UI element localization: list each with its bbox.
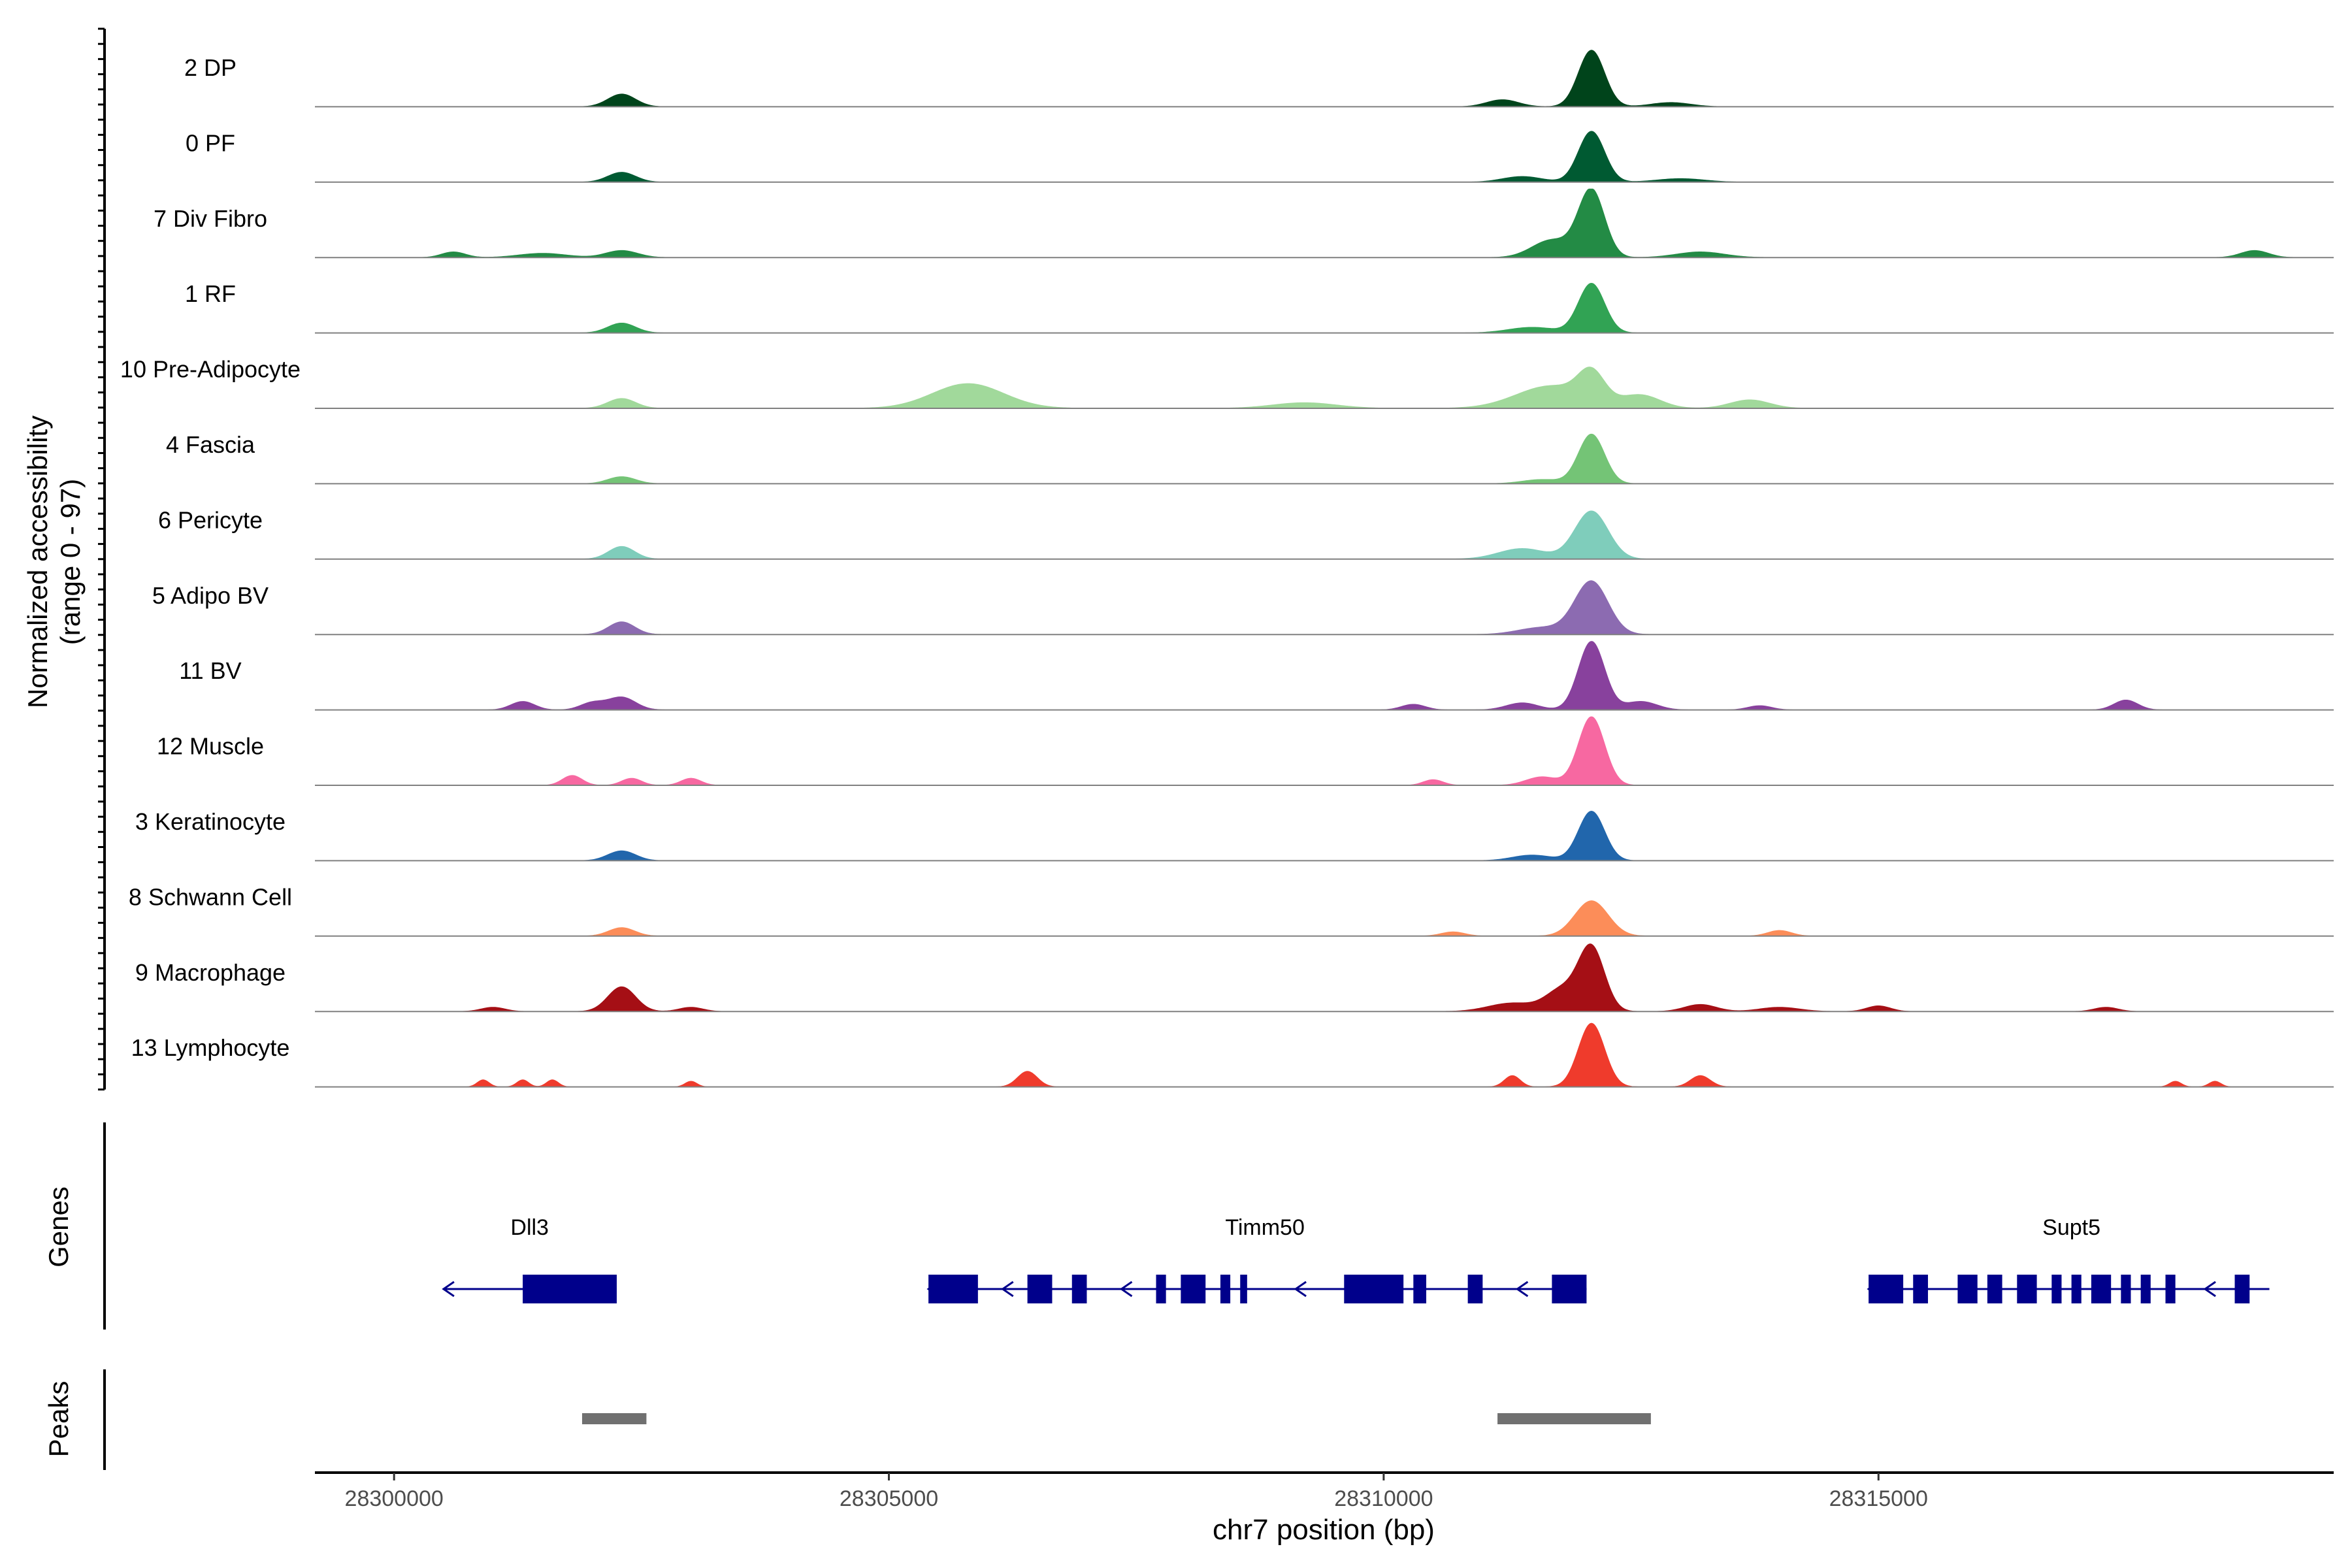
coverage-area xyxy=(315,716,2334,786)
track-label: 1 RF xyxy=(185,280,236,307)
track-1: 2 DP xyxy=(184,50,2334,108)
exon xyxy=(1181,1275,1206,1303)
y-axis-title: Normalized accessibility (range 0 - 97) xyxy=(22,416,86,708)
strand-arrow xyxy=(1515,1281,1529,1298)
peak-region xyxy=(581,1413,647,1424)
track-label: 10 Pre-Adipocyte xyxy=(120,356,301,383)
track-2: 0 PF xyxy=(186,129,2334,183)
coverage-area xyxy=(315,943,2334,1012)
coverage-area xyxy=(315,50,2334,107)
exon xyxy=(1869,1275,1904,1303)
exon xyxy=(2234,1275,2250,1303)
coverage-area xyxy=(315,811,2334,861)
track-3: 7 Div Fibro xyxy=(154,188,2334,259)
exon xyxy=(1913,1275,1928,1303)
track-label: 12 Muscle xyxy=(157,733,264,760)
track-label: 2 DP xyxy=(184,54,237,81)
exon xyxy=(1027,1275,1053,1303)
gene-timm50: Timm50 xyxy=(926,1215,1587,1303)
x-axis-label: chr7 position (bp) xyxy=(1213,1514,1435,1546)
track-label: 7 Div Fibro xyxy=(154,205,267,232)
exon xyxy=(1220,1275,1231,1303)
exon xyxy=(1957,1275,1978,1303)
coverage-area xyxy=(315,367,2334,409)
x-tick-label: 28315000 xyxy=(1829,1486,1928,1511)
coverage-area xyxy=(315,580,2334,635)
exon xyxy=(2091,1275,2112,1303)
strand-arrow xyxy=(2203,1281,2216,1298)
track-label: 11 BV xyxy=(179,657,241,684)
track-label: 4 Fascia xyxy=(166,431,255,458)
exon xyxy=(928,1275,978,1303)
coverage-area xyxy=(315,282,2334,334)
track-label: 3 Keratinocyte xyxy=(135,808,286,835)
exon xyxy=(1240,1275,1247,1303)
peak-regions xyxy=(581,1413,1651,1424)
gene-label: Timm50 xyxy=(1225,1215,1305,1240)
track-5: 10 Pre-Adipocyte xyxy=(120,356,2334,409)
track-4: 1 RF xyxy=(185,280,2334,334)
gene-label: Supt5 xyxy=(2042,1215,2100,1240)
y-axis-label: Normalized accessibility xyxy=(22,416,53,708)
coverage-area xyxy=(315,1022,2334,1088)
track-label: 13 Lymphocyte xyxy=(131,1034,290,1061)
exon xyxy=(1156,1275,1166,1303)
track-9: 11 BV xyxy=(179,641,2334,711)
exon xyxy=(2121,1275,2131,1303)
track-14: 13 Lymphocyte xyxy=(131,1022,2334,1088)
strand-arrow xyxy=(1119,1281,1133,1298)
coverage-area xyxy=(315,188,2334,258)
coverage-area xyxy=(315,131,2334,183)
coverage-tracks: 2 DP 0 PF 7 Div Fibro 1 RF 10 Pre-Adipocyte 4… xyxy=(120,50,2334,1088)
gene-supt5: Supt5 xyxy=(1867,1215,2270,1303)
x-axis-ticks: 28300000 28305000 28310000 28315000 xyxy=(345,1473,1928,1511)
exon xyxy=(1071,1275,1087,1303)
gene-annotations: Dll3 Timm50 Supt5 xyxy=(442,1215,2270,1303)
coverage-area xyxy=(315,510,2334,560)
exon xyxy=(1552,1275,1587,1303)
strand-arrow xyxy=(1001,1281,1014,1298)
exon xyxy=(2140,1275,2151,1303)
gene-dll3: Dll3 xyxy=(442,1215,617,1303)
coverage-area xyxy=(315,641,2334,711)
coverage-area xyxy=(315,900,2334,937)
coverage-y-axis xyxy=(98,27,106,1091)
exon xyxy=(1987,1275,2002,1303)
exon xyxy=(2017,1275,2037,1303)
x-tick-label: 28305000 xyxy=(840,1486,938,1511)
track-13: 9 Macrophage xyxy=(135,943,2334,1013)
exon xyxy=(1344,1275,1404,1303)
strand-arrow xyxy=(1294,1281,1307,1298)
exon xyxy=(1467,1275,1483,1303)
y-axis-sublabel: (range 0 - 97) xyxy=(55,479,86,645)
track-6: 4 Fascia xyxy=(166,431,2334,485)
strand-arrow xyxy=(442,1281,455,1298)
track-8: 5 Adipo BV xyxy=(152,580,2334,636)
track-11: 3 Keratinocyte xyxy=(135,808,2334,862)
genes-panel-label: Genes xyxy=(43,1186,74,1267)
exon xyxy=(2071,1275,2082,1303)
exon xyxy=(523,1275,617,1303)
coverage-area xyxy=(315,433,2334,484)
exon xyxy=(2051,1275,2062,1303)
x-tick-label: 28300000 xyxy=(345,1486,444,1511)
track-7: 6 Pericyte xyxy=(158,506,2334,560)
track-12: 8 Schwann Cell xyxy=(129,883,2334,937)
track-label: 0 PF xyxy=(186,129,235,156)
gene-label: Dll3 xyxy=(510,1215,549,1240)
x-tick-label: 28310000 xyxy=(1334,1486,1433,1511)
track-label: 9 Macrophage xyxy=(135,959,286,986)
track-label: 6 Pericyte xyxy=(158,506,263,533)
exon xyxy=(1413,1275,1427,1303)
track-label: 5 Adipo BV xyxy=(152,582,269,609)
peaks-panel-label: Peaks xyxy=(43,1381,74,1458)
track-10: 12 Muscle xyxy=(157,716,2334,786)
exon xyxy=(2165,1275,2176,1303)
peak-region xyxy=(1497,1413,1651,1424)
track-label: 8 Schwann Cell xyxy=(129,883,292,910)
